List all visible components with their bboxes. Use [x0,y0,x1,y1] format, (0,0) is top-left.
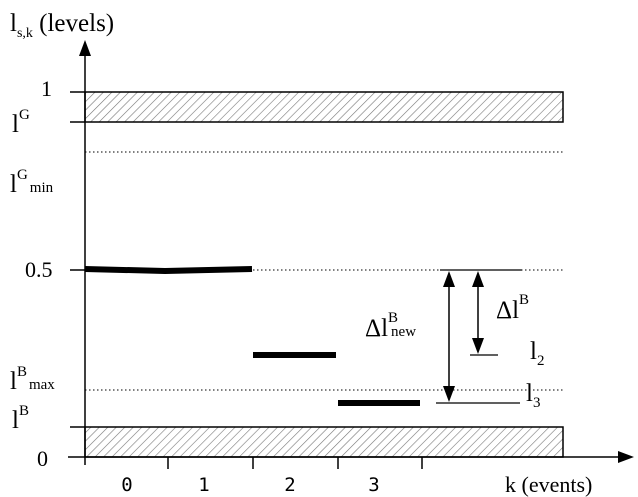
y-label-zero: 0 [37,446,48,471]
bad-level-band [84,426,564,458]
arrowhead-down [443,386,455,402]
x-axis-arrowhead [618,451,634,463]
x-tick-label: 3 [368,474,379,496]
x-tick-label: 2 [284,474,295,496]
y-label-lG: lG [12,107,30,138]
y-axis-arrowhead [79,40,91,56]
y-label-lB: lB [12,403,29,434]
level-segment-events-0-1 [84,266,253,275]
x-tick-label: 0 [121,474,132,496]
l3-label: l3 [526,380,540,411]
good-level-band [84,91,564,123]
arrowhead-up [443,271,455,287]
x-axis-title: k (events) [505,472,592,497]
y-label-half: 0.5 [25,257,53,282]
arrowhead-down [472,338,484,354]
l2-label: l2 [530,338,544,369]
y-label-one: 1 [41,76,52,101]
delta-lB-new-label: ΔlB new [365,310,416,342]
arrowhead-up [472,271,484,287]
y-axis-title: ls,k (levels) [10,10,114,41]
x-tick-label: 1 [198,474,209,496]
y-label-lG-min: lGmin [10,167,54,198]
delta-lB-label: ΔlB [496,292,529,324]
y-label-lB-max: lBmax [10,364,55,395]
